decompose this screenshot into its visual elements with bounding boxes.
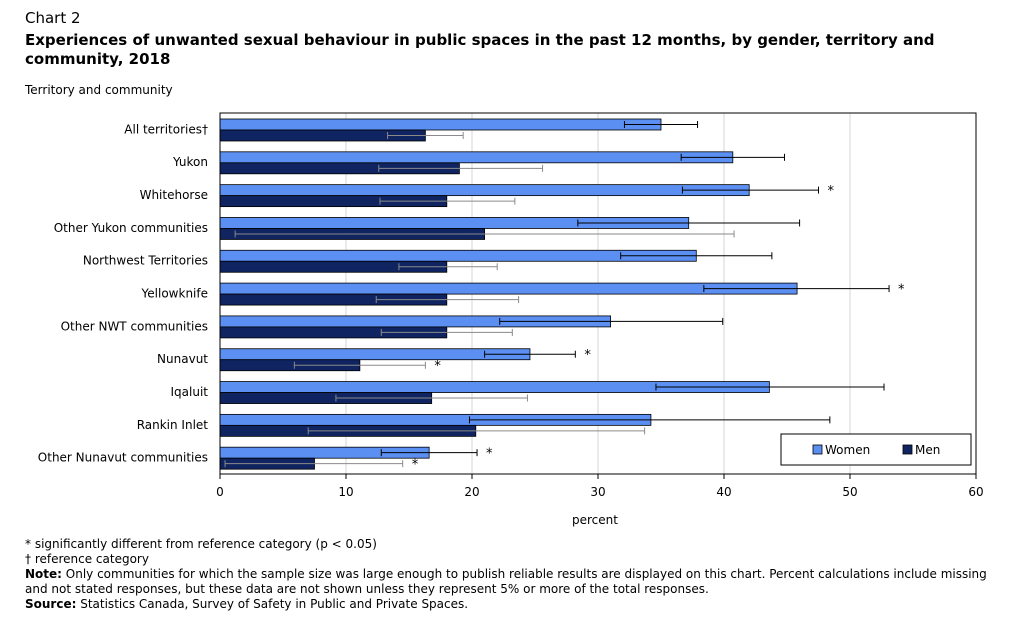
source-text: Statistics Canada, Survey of Safety in P… (76, 597, 469, 611)
source-label: Source: (25, 597, 77, 611)
category-label: Other NWT communities (61, 319, 208, 333)
legend-swatch-women (812, 444, 823, 455)
chart-notes: * significantly different from reference… (25, 537, 1000, 612)
bar-women (219, 118, 662, 131)
y-axis-title: Territory and community (25, 83, 173, 97)
chart-label: Chart 2 (25, 9, 81, 27)
x-axis-title: percent (572, 513, 618, 527)
category-label: Yellowknife (141, 287, 208, 301)
category-label: Rankin Inlet (137, 418, 209, 432)
significance-marker: * (898, 283, 905, 298)
legend-label-men: Men (915, 443, 940, 457)
bar-women (219, 184, 750, 197)
category-label: Whitehorse (140, 188, 208, 202)
reference-note: † reference category (25, 552, 149, 566)
general-note: Note: Only communities for which the sam… (25, 567, 1000, 597)
note-text: Only communities for which the sample si… (25, 567, 987, 596)
x-tick-label: 0 (216, 485, 224, 499)
category-label: Other Nunavut communities (38, 451, 208, 465)
x-tick-label: 40 (716, 485, 731, 499)
legend-swatch-men (902, 444, 913, 455)
legend-label-women: Women (825, 443, 870, 457)
category-label: Nunavut (157, 352, 208, 366)
category-label: Yukon (172, 155, 208, 169)
legend (780, 433, 972, 466)
x-tick-label: 20 (464, 485, 479, 499)
x-tick-label: 50 (842, 485, 857, 499)
chart-title: Experiences of unwanted sexual behaviour… (25, 31, 935, 68)
x-tick-label: 60 (968, 485, 983, 499)
source-note: Source: Statistics Canada, Survey of Saf… (25, 597, 1000, 612)
significance-marker: * (434, 359, 441, 374)
significance-marker: * (486, 447, 493, 462)
category-label: Northwest Territories (83, 254, 208, 268)
significance-marker: * (584, 348, 591, 363)
category-label: Iqaluit (171, 385, 209, 399)
x-tick-label: 10 (338, 485, 353, 499)
category-label: Other Yukon communities (54, 221, 208, 235)
significance-marker: * (412, 458, 419, 473)
significance-marker: * (828, 184, 835, 199)
bar-women (219, 348, 531, 361)
category-label: All territories† (124, 122, 208, 136)
significance-note: * significantly different from reference… (25, 537, 377, 551)
bar-women (219, 151, 734, 164)
note-label: Note: (25, 567, 62, 581)
bar-chart: All territories† Yukon * Whitehorse Other Yu… (38, 112, 984, 499)
x-tick-label: 30 (590, 485, 605, 499)
